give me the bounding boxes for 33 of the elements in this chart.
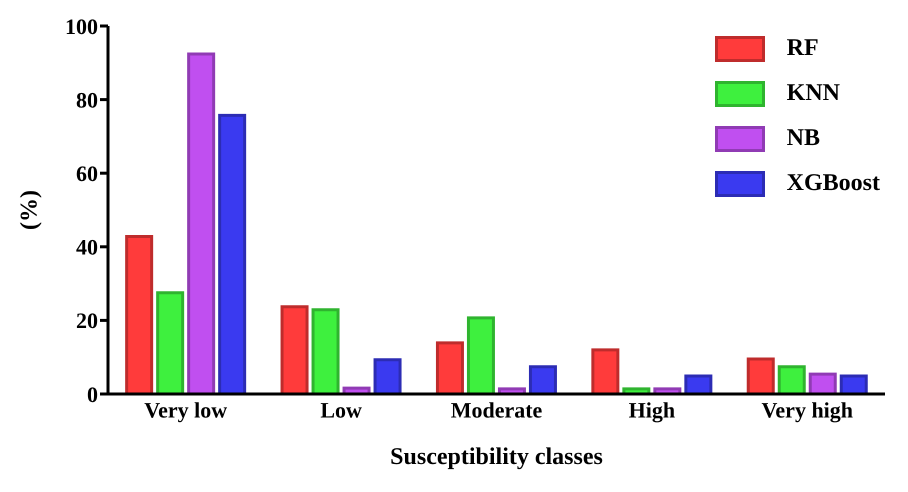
- bar: [840, 374, 868, 394]
- bar: [528, 365, 557, 394]
- legend-label: KNN: [786, 80, 840, 107]
- bar: [778, 365, 806, 394]
- legend-label: NB: [786, 125, 820, 152]
- bar: [684, 374, 712, 394]
- bar: [436, 341, 464, 394]
- y-tick-label: 40: [76, 234, 98, 260]
- y-tick-label: 20: [76, 308, 98, 334]
- bar: [218, 114, 246, 394]
- bar: [466, 316, 495, 394]
- x-tick-label: Very low: [144, 398, 228, 423]
- y-tick-label: 60: [76, 161, 98, 186]
- bar: [280, 305, 309, 394]
- x-tick-label: Very high: [762, 398, 854, 423]
- bar: [591, 348, 620, 394]
- x-tick-label: Moderate: [450, 398, 543, 423]
- bar: [156, 291, 184, 394]
- x-axis-title: Susceptibility classes: [390, 444, 603, 470]
- bar: [808, 372, 837, 394]
- y-tick-label: 0: [87, 382, 98, 407]
- bar: [125, 234, 154, 394]
- bar: [374, 358, 402, 394]
- x-tick-label: High: [628, 398, 676, 423]
- bar: [746, 358, 775, 394]
- legend-label: RF: [786, 35, 819, 62]
- x-tick-label: Low: [320, 398, 362, 423]
- y-tick-label: 80: [76, 87, 98, 112]
- y-tick-label: 100: [65, 14, 98, 39]
- legend-label: XGBoost: [786, 170, 880, 197]
- y-axis-title: (%): [16, 190, 43, 230]
- bar: [312, 308, 340, 394]
- bar: [187, 52, 216, 394]
